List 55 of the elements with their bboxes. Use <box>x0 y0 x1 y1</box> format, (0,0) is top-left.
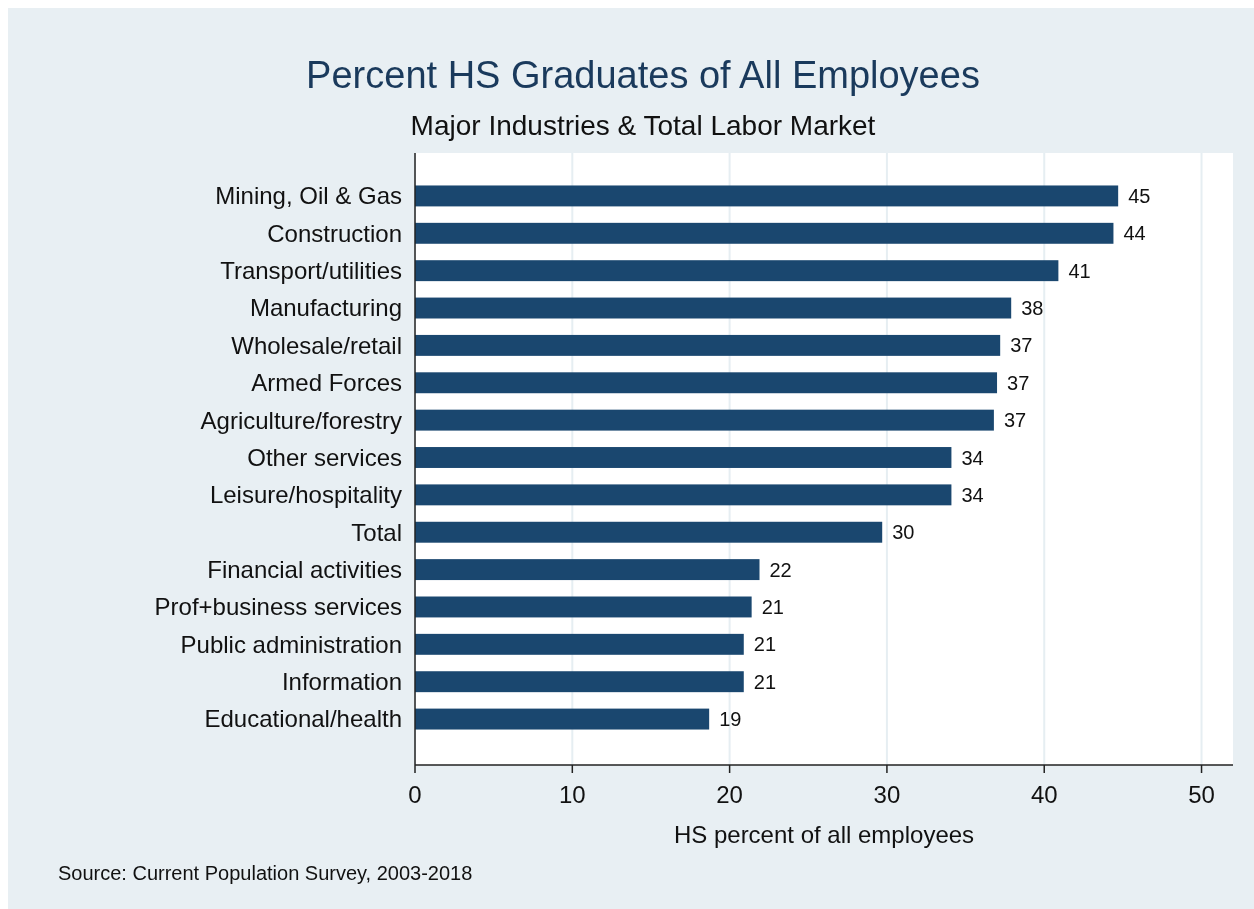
y-tick-label: Transport/utilities <box>220 257 402 285</box>
y-tick-label: Construction <box>267 219 402 247</box>
bar <box>415 334 1001 356</box>
data-label: 44 <box>1123 222 1146 245</box>
bar <box>415 559 760 581</box>
bar <box>415 297 1012 319</box>
data-label: 34 <box>961 446 984 469</box>
y-tick-label: Prof+business services <box>154 593 402 621</box>
chart-subtitle: Major Industries & Total Labor Market <box>410 110 876 141</box>
data-label: 21 <box>753 633 777 656</box>
y-tick-label: Agriculture/forestry <box>200 406 402 434</box>
bar <box>415 708 710 730</box>
y-tick-label: Information <box>281 668 402 696</box>
bar <box>415 260 1059 282</box>
data-label: 45 <box>1128 184 1151 207</box>
y-tick-label: Financial activities <box>207 556 402 583</box>
x-axis-title: HS percent of all employees <box>673 821 975 848</box>
bar <box>415 521 883 543</box>
data-label: 21 <box>753 670 777 693</box>
bar <box>415 372 998 394</box>
bar <box>415 484 952 506</box>
x-tick-label: 10 <box>558 781 586 808</box>
x-tick-label: 30 <box>873 781 901 808</box>
bar <box>415 185 1119 207</box>
data-label: 22 <box>769 558 792 581</box>
y-tick-label: Wholesale/retail <box>231 331 402 359</box>
bar <box>415 671 744 693</box>
y-tick-label: Educational/health <box>204 705 402 733</box>
chart-title: Percent HS Graduates of All Employees <box>306 54 980 96</box>
x-tick-label: 0 <box>408 781 422 808</box>
bar <box>415 596 752 618</box>
y-tick-label: Public administration <box>180 630 402 658</box>
y-tick-label: Armed Forces <box>251 369 402 397</box>
x-tick-label: 50 <box>1188 781 1215 808</box>
data-label: 37 <box>1007 371 1030 394</box>
bar <box>415 222 1114 244</box>
bar <box>415 633 744 655</box>
data-label: 34 <box>961 483 984 506</box>
data-label: 19 <box>719 708 742 731</box>
y-tick-label: Leisure/hospitality <box>209 481 402 509</box>
data-label: 21 <box>761 595 784 618</box>
y-tick-label: Total <box>351 518 402 546</box>
y-tick-label: Mining, Oil & Gas <box>215 182 402 210</box>
data-label: 30 <box>892 521 915 544</box>
data-label: 37 <box>1010 334 1033 357</box>
x-tick-label: 20 <box>716 781 743 808</box>
source-note: Source: Current Population Survey, 2003-2018 <box>58 862 473 884</box>
data-label: 41 <box>1068 259 1091 282</box>
y-tick-label: Manufacturing <box>249 294 402 322</box>
bar <box>415 447 952 468</box>
data-label: 37 <box>1003 409 1027 432</box>
bar <box>415 409 994 431</box>
y-tick-label: Other services <box>247 443 402 471</box>
x-tick-label: 40 <box>1030 781 1058 808</box>
data-label: 38 <box>1021 297 1044 320</box>
